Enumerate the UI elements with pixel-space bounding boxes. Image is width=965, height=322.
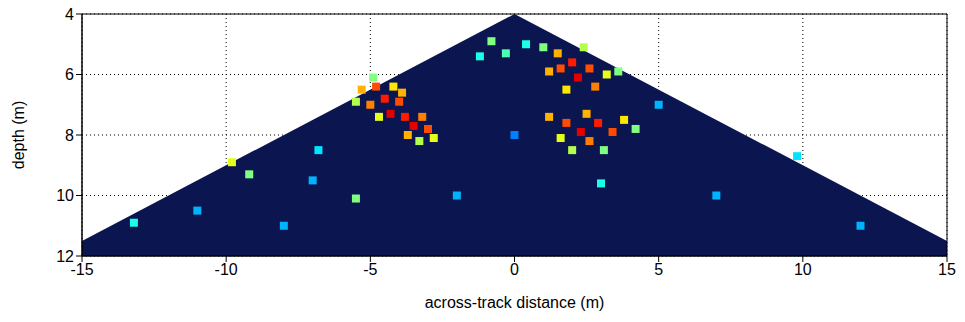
svg-text:0: 0 <box>510 261 519 278</box>
svg-text:12: 12 <box>56 248 74 265</box>
svg-text:depth (m): depth (m) <box>10 101 27 169</box>
svg-text:4: 4 <box>65 6 74 23</box>
svg-text:-10: -10 <box>215 261 238 278</box>
svg-text:15: 15 <box>938 261 956 278</box>
svg-text:across-track distance (m): across-track distance (m) <box>425 294 605 311</box>
svg-text:6: 6 <box>65 66 74 83</box>
svg-text:10: 10 <box>56 187 74 204</box>
svg-text:10: 10 <box>794 261 812 278</box>
svg-text:8: 8 <box>65 127 74 144</box>
svg-text:-15: -15 <box>70 261 94 279</box>
svg-text:-5: -5 <box>363 261 377 278</box>
svg-text:5: 5 <box>654 261 663 278</box>
